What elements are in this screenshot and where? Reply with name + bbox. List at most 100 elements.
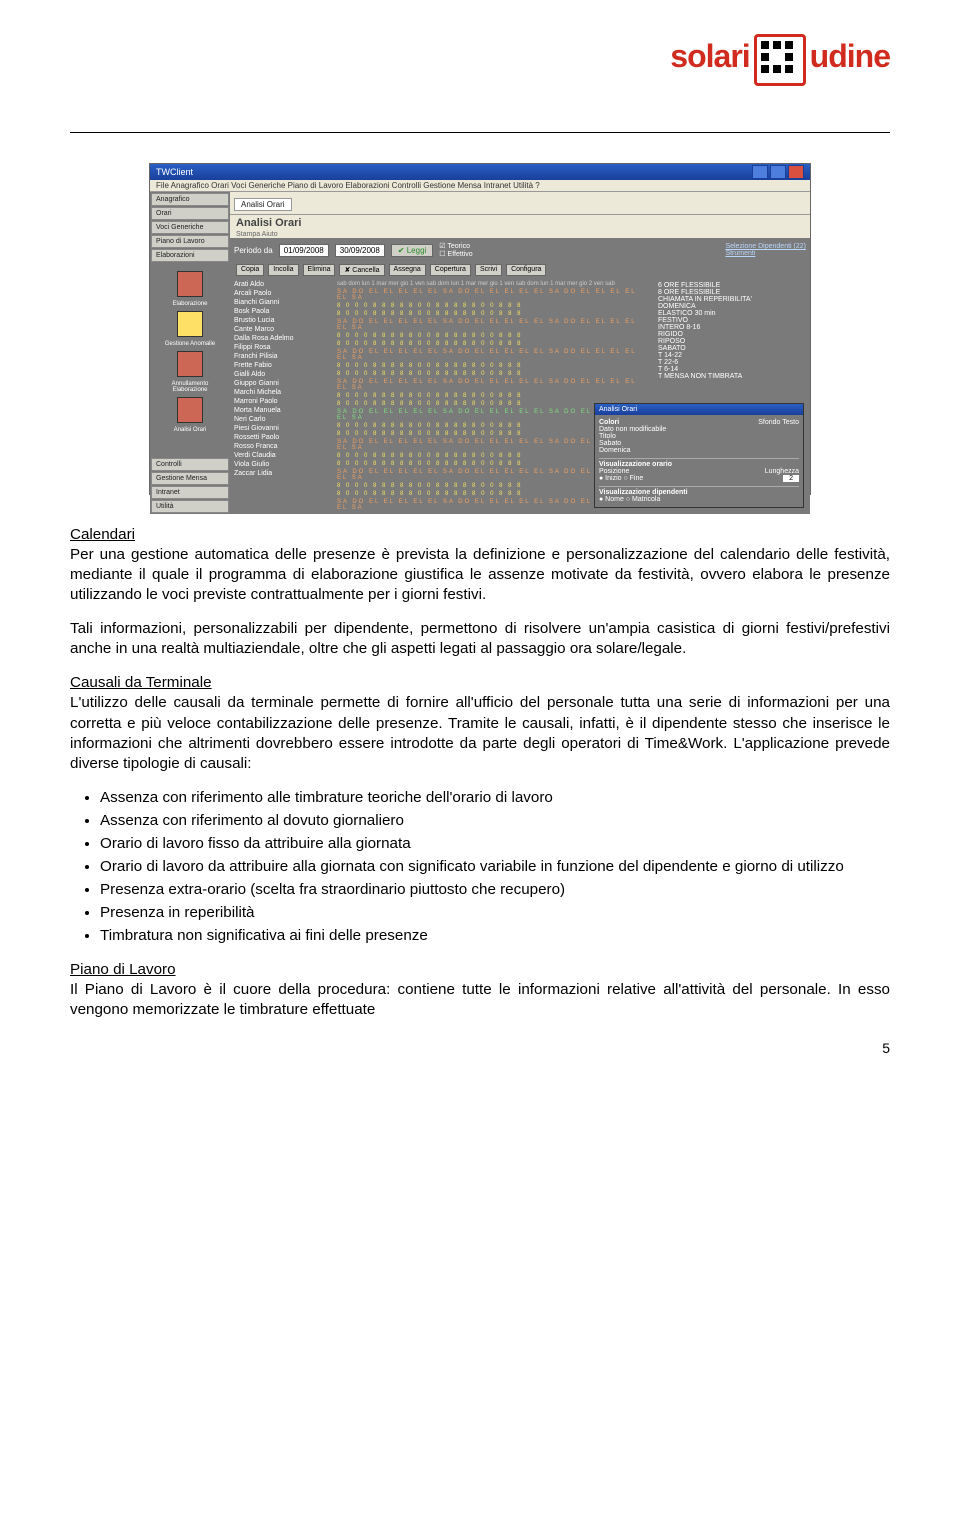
section-calendari: Calendari bbox=[70, 526, 135, 543]
employee-name[interactable]: Marchi Michela bbox=[232, 388, 332, 397]
sidebar-btn[interactable]: Utilità bbox=[151, 500, 229, 513]
schedule-row[interactable]: SA DO EL EL EL EL EL SA DO EL EL EL EL E… bbox=[336, 288, 650, 302]
toolbar-btn[interactable]: Incolla bbox=[268, 264, 298, 276]
p3: L'utilizzo delle causali da terminale pe… bbox=[70, 694, 890, 771]
logo-left: solari bbox=[670, 38, 749, 75]
sidebar-icon[interactable] bbox=[177, 397, 203, 423]
schedule-row[interactable]: 8 0 0 0 8 8 8 8 8 0 0 8 8 8 8 8 0 0 8 8 … bbox=[336, 310, 650, 318]
legend-item: FESTIVO bbox=[656, 317, 806, 324]
popup-radio-pos[interactable]: ● Inizio ○ Fine bbox=[599, 475, 643, 482]
employee-name[interactable]: Brustio Lucia bbox=[232, 316, 332, 325]
toolbar-btn[interactable]: Scrivi bbox=[475, 264, 502, 276]
document-body: Calendari Per una gestione automatica de… bbox=[70, 525, 890, 1020]
schedule-row[interactable]: 8 0 0 0 8 8 8 8 8 0 0 8 8 8 8 8 0 0 8 8 … bbox=[336, 332, 650, 340]
toolbar-btn[interactable]: Configura bbox=[506, 264, 546, 276]
active-tab[interactable]: Analisi Orari bbox=[234, 198, 292, 211]
link-tools[interactable]: Strumenti bbox=[725, 250, 755, 257]
popup-h1: Colori bbox=[599, 419, 619, 426]
link-select-emp[interactable]: Selezione Dipendenti (22) bbox=[725, 243, 806, 250]
schedule-row[interactable]: 8 0 0 0 8 8 8 8 8 0 0 8 8 8 8 8 0 0 8 8 … bbox=[336, 302, 650, 310]
logo-right: udine bbox=[810, 38, 890, 75]
sidebar-btn[interactable]: Anagrafico bbox=[151, 193, 229, 206]
legend-item: RIPOSO bbox=[656, 338, 806, 345]
menu-bar[interactable]: File Anagrafico Orari Voci Generiche Pia… bbox=[150, 180, 810, 192]
sidebar-icon[interactable] bbox=[177, 271, 203, 297]
toolbar-btn[interactable]: Copertura bbox=[430, 264, 471, 276]
employee-name[interactable]: Arati Aldo bbox=[232, 280, 332, 289]
settings-popup: Analisi Orari ColoriSfondo Testo Dato no… bbox=[594, 403, 804, 508]
list-item: Orario di lavoro da attribuire alla gior… bbox=[100, 857, 890, 877]
popup-lun: Lunghezza bbox=[765, 468, 799, 475]
legend-item: T 14-22 bbox=[656, 352, 806, 359]
sidebar-icon[interactable] bbox=[177, 311, 203, 337]
schedule-row[interactable]: 8 0 0 0 8 8 8 8 8 0 0 8 8 8 8 8 0 0 8 8 … bbox=[336, 362, 650, 370]
toolbar-btn[interactable]: Assegna bbox=[389, 264, 426, 276]
page: solari udine TWClient File Anagrafico Or… bbox=[0, 0, 960, 1086]
popup-len-val[interactable]: 2 bbox=[783, 475, 799, 482]
schedule-row[interactable]: 8 0 0 0 8 8 8 8 8 0 0 8 8 8 8 8 0 0 8 8 … bbox=[336, 392, 650, 400]
sidebar-btn[interactable]: Orari bbox=[151, 207, 229, 220]
schedule-row[interactable]: SA DO EL EL EL EL EL SA DO EL EL EL EL E… bbox=[336, 348, 650, 362]
legend-item: DOMENICA bbox=[656, 303, 806, 310]
schedule-row[interactable]: SA DO EL EL EL EL EL SA DO EL EL EL EL E… bbox=[336, 318, 650, 332]
employee-name[interactable]: Filippi Rosa bbox=[232, 343, 332, 352]
chk-effettivo[interactable]: Effettivo bbox=[448, 251, 473, 258]
employee-name[interactable]: Gialli Aldo bbox=[232, 370, 332, 379]
sidebar-btn[interactable]: Controlli bbox=[151, 458, 229, 471]
employee-name[interactable]: Verdi Claudia bbox=[232, 451, 332, 460]
sidebar-btn[interactable]: Intranet bbox=[151, 486, 229, 499]
schedule-row[interactable]: SA DO EL EL EL EL EL SA DO EL EL EL EL E… bbox=[336, 378, 650, 392]
date-to[interactable]: 30/09/2008 bbox=[335, 244, 385, 257]
period-label: Periodo da bbox=[234, 246, 273, 255]
toolbar-btn[interactable]: Copia bbox=[236, 264, 264, 276]
employee-name[interactable]: Rossetti Paolo bbox=[232, 433, 332, 442]
popup-title: Analisi Orari bbox=[595, 404, 803, 415]
sidebar-btn[interactable]: Voci Generiche bbox=[151, 221, 229, 234]
sidebar-icon-label: Analisi Orari bbox=[154, 427, 226, 433]
employee-name[interactable]: Giuppo Gianni bbox=[232, 379, 332, 388]
popup-radio-emp[interactable]: ● Nome ○ Matricola bbox=[599, 496, 799, 503]
employee-name[interactable]: Neri Carlo bbox=[232, 415, 332, 424]
section-causali: Causali da Terminale bbox=[70, 674, 212, 691]
popup-row: Titolo bbox=[599, 433, 799, 440]
panel-sublinks[interactable]: Stampa Aiuto bbox=[230, 231, 810, 238]
window-buttons[interactable] bbox=[752, 165, 804, 179]
employee-list: Arati AldoArcali PaoloBianchi GianniBosk… bbox=[230, 278, 334, 514]
list-item: Presenza extra-orario (scelta fra straor… bbox=[100, 880, 890, 900]
schedule-row[interactable]: 8 0 0 0 8 8 8 8 8 0 0 8 8 8 8 8 0 0 8 8 … bbox=[336, 370, 650, 378]
days-header: sab dom lun 1 mar mer gio 1 ven sab dom … bbox=[336, 280, 650, 288]
window-titlebar: TWClient bbox=[150, 164, 810, 180]
date-from[interactable]: 01/09/2008 bbox=[279, 244, 329, 257]
sidebar-icon[interactable] bbox=[177, 351, 203, 377]
chk-teorico[interactable]: Teorico bbox=[447, 243, 470, 250]
sidebar-btn[interactable]: Piano di Lavoro bbox=[151, 235, 229, 248]
employee-name[interactable]: Arcali Paolo bbox=[232, 289, 332, 298]
legend-item: 8 ORE FLESSIBILE bbox=[656, 289, 806, 296]
legend-item: INTERO 8-16 bbox=[656, 324, 806, 331]
sidebar-icon-label: Gestione Anomalie bbox=[154, 341, 226, 347]
popup-sec2: Visualizzazione orario bbox=[599, 461, 672, 468]
sidebar-btn[interactable]: Elaborazioni bbox=[151, 249, 229, 262]
employee-name[interactable]: Dalla Rosa Adelmo bbox=[232, 334, 332, 343]
popup-pos: Posizione bbox=[599, 468, 629, 475]
employee-name[interactable]: Bosk Paola bbox=[232, 307, 332, 316]
window-title: TWClient bbox=[156, 167, 193, 177]
employee-name[interactable]: Marroni Paolo bbox=[232, 397, 332, 406]
employee-name[interactable]: Franchi Pilisia bbox=[232, 352, 332, 361]
p4: Il Piano di Lavoro è il cuore della proc… bbox=[70, 981, 890, 1018]
employee-name[interactable]: Viola Giulio bbox=[232, 460, 332, 469]
employee-name[interactable]: Cante Marco bbox=[232, 325, 332, 334]
schedule-row[interactable]: 8 0 0 0 8 8 8 8 8 0 0 8 8 8 8 8 0 0 8 8 … bbox=[336, 340, 650, 348]
employee-name[interactable]: Bianchi Gianni bbox=[232, 298, 332, 307]
toolbar-btn[interactable]: ✘ Cancella bbox=[339, 264, 384, 276]
employee-name[interactable]: Zaccar Lidia bbox=[232, 469, 332, 478]
read-button[interactable]: ✔ Leggi bbox=[391, 244, 434, 257]
panel-title: Analisi Orari bbox=[230, 215, 810, 231]
employee-name[interactable]: Frette Fabio bbox=[232, 361, 332, 370]
employee-name[interactable]: Rosso Franca bbox=[232, 442, 332, 451]
toolbar-btn[interactable]: Elimina bbox=[303, 264, 336, 276]
employee-name[interactable]: Morta Manuela bbox=[232, 406, 332, 415]
list-item: Presenza in reperibilità bbox=[100, 903, 890, 923]
sidebar-btn[interactable]: Gestione Mensa bbox=[151, 472, 229, 485]
employee-name[interactable]: Piesi Giovanni bbox=[232, 424, 332, 433]
